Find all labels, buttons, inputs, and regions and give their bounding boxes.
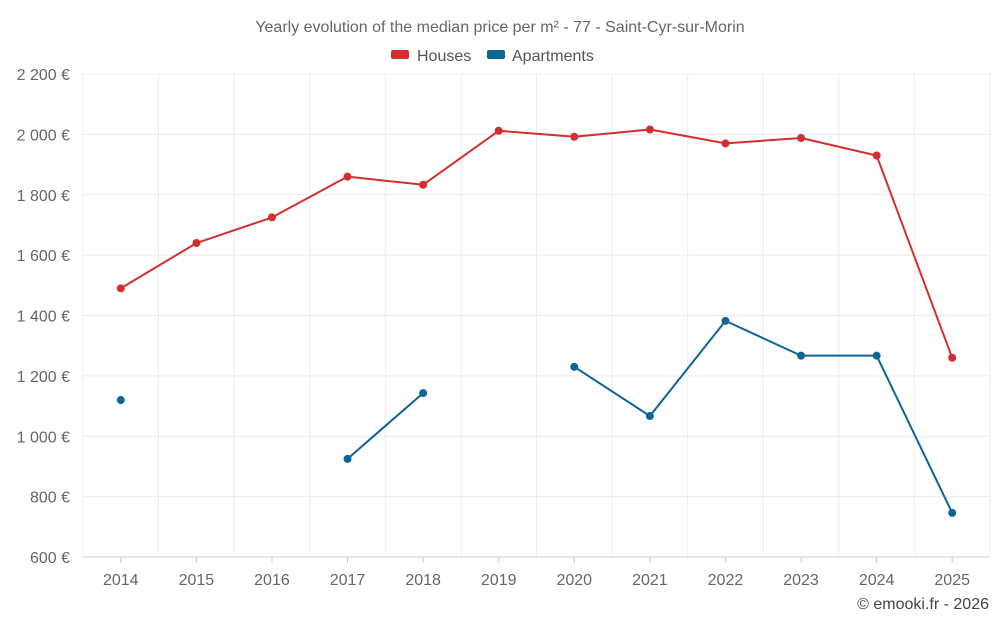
legend[interactable]: Houses Apartments (391, 48, 594, 65)
data-point-houses-2016[interactable] (267, 213, 276, 222)
data-point-houses-2021[interactable] (645, 125, 654, 134)
y-tick-label: 1 200 € (17, 369, 70, 386)
legend-label-houses: Houses (417, 48, 471, 65)
grid (82, 73, 991, 558)
axes: 600 € 800 € 1 000 € 1 200 € 1 400 € 1 600 € 1 … (17, 67, 990, 589)
y-tick-label: 600 € (30, 550, 70, 567)
data-point-apartments-2014[interactable] (116, 396, 125, 405)
x-tick-label: 2019 (481, 572, 517, 589)
data-point-houses-2023[interactable] (797, 133, 806, 142)
data-point-apartments-2023[interactable] (797, 351, 806, 360)
x-tick-label: 2020 (556, 572, 592, 589)
series-apartments (116, 316, 957, 517)
y-tick-label: 1 400 € (17, 309, 70, 326)
legend-swatch-houses (391, 50, 409, 59)
x-tick-label: 2018 (405, 572, 441, 589)
data-point-apartments-2021[interactable] (645, 412, 654, 421)
y-tick-label: 1 600 € (17, 248, 70, 265)
y-tick-label: 2 200 € (17, 67, 70, 84)
data-point-houses-2014[interactable] (116, 284, 125, 293)
data-point-houses-2025[interactable] (948, 353, 957, 362)
x-tick-label: 2025 (934, 572, 970, 589)
chart-title: Yearly evolution of the median price per… (255, 19, 744, 36)
data-point-houses-2017[interactable] (343, 172, 352, 181)
x-tick-label: 2021 (632, 572, 668, 589)
data-point-apartments-2025[interactable] (948, 508, 957, 517)
legend-label-apartments: Apartments (512, 48, 594, 65)
x-tick-label: 2015 (179, 572, 215, 589)
y-tick-label: 2 000 € (17, 127, 70, 144)
data-point-apartments-2022[interactable] (721, 316, 730, 325)
data-point-apartments-2020[interactable] (570, 362, 579, 371)
legend-swatch-apartments (487, 50, 505, 59)
x-tick-label: 2022 (708, 572, 744, 589)
y-tick-label: 1 000 € (17, 429, 70, 446)
series-line-apartments (346, 392, 425, 460)
data-point-houses-2020[interactable] (570, 132, 579, 141)
x-tick-label: 2023 (783, 572, 819, 589)
series-houses (116, 125, 957, 362)
credit-text: © emooki.fr - 2026 (857, 596, 989, 613)
data-point-apartments-2018[interactable] (419, 389, 428, 398)
y-tick-label: 800 € (30, 490, 70, 507)
data-point-houses-2024[interactable] (872, 151, 881, 160)
series (116, 125, 957, 517)
data-point-apartments-2024[interactable] (872, 351, 881, 360)
x-tick-label: 2016 (254, 572, 290, 589)
legend-item-houses[interactable]: Houses (391, 48, 471, 65)
x-tick-label: 2024 (859, 572, 895, 589)
data-point-houses-2015[interactable] (192, 239, 201, 248)
x-tick-label: 2014 (103, 572, 139, 589)
y-tick-label: 1 800 € (17, 188, 70, 205)
data-point-houses-2018[interactable] (419, 180, 428, 189)
data-point-houses-2022[interactable] (721, 139, 730, 148)
legend-item-apartments[interactable]: Apartments (487, 48, 594, 65)
x-tick-label: 2017 (330, 572, 366, 589)
data-point-apartments-2017[interactable] (343, 454, 352, 463)
series-line-houses (119, 128, 954, 359)
data-point-houses-2019[interactable] (494, 126, 503, 135)
series-line-apartments (573, 319, 954, 514)
